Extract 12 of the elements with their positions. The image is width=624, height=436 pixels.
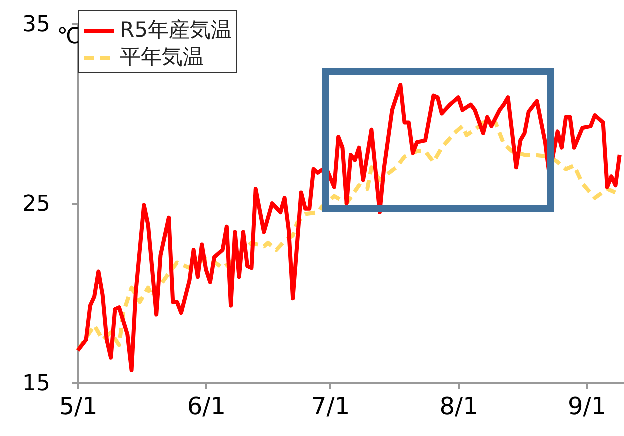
line-series	[76, 83, 622, 372]
x-tick-label: 7/1	[312, 392, 350, 420]
x-tick-label: 5/1	[59, 392, 98, 420]
line-series	[76, 120, 618, 353]
legend-label: 平年気温	[120, 45, 204, 69]
x-tick-label: 9/1	[568, 392, 607, 420]
legend-label: R5年産気温	[120, 18, 232, 42]
y-tick-label: 35	[22, 12, 50, 38]
x-tick-label: 8/1	[440, 392, 478, 420]
y-tick-label: 25	[22, 192, 50, 217]
x-tick-label: 6/1	[187, 392, 226, 420]
y-tick-label: 15	[22, 372, 50, 396]
